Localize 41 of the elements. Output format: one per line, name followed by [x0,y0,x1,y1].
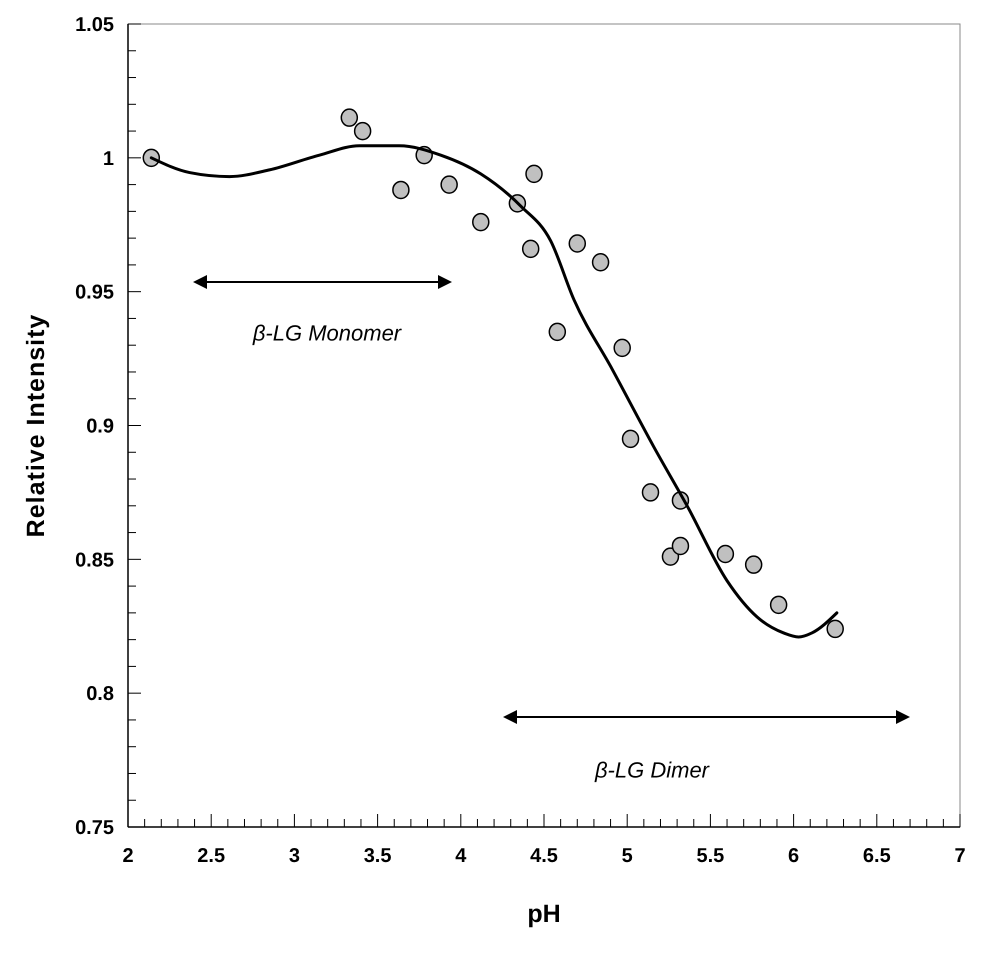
annotation: β-LG Dimer [594,758,711,783]
y-tick-label: 0.9 [86,416,114,438]
y-tick-label: 0.85 [75,549,114,572]
point [826,620,844,638]
x-tick-label: 6 [788,845,800,867]
x-tick-label: 6.5 [862,845,891,867]
point [622,430,640,448]
point [672,536,690,556]
point [440,175,458,194]
x-tick-label: 7 [954,845,966,867]
point [548,322,566,342]
x-tick-label: 3 [288,845,300,867]
point [592,252,610,272]
x-axis-title: pH [527,900,561,928]
point [522,240,540,258]
point [354,122,372,140]
y-tick-label: 1.05 [75,14,114,36]
point [340,108,358,127]
point [662,547,680,566]
y-tick-label: 0.75 [75,817,114,839]
point [392,180,410,200]
x-tick-label: 3.5 [364,845,392,867]
point [472,212,490,232]
x-tick-label: 4 [455,845,468,867]
point [770,596,788,614]
x-tick-label: 2 [122,845,134,867]
point [613,338,631,358]
annotation: β-LG Monomer [252,320,403,346]
x-tick-label: 4.5 [530,845,558,867]
y-tick-label: 1 [102,148,114,170]
x-tick-label: 2.5 [197,845,226,867]
point [716,544,734,564]
point [744,555,762,574]
point [642,483,660,502]
point [568,234,586,253]
y-axis-title: Relative Intensity [22,314,50,538]
y-tick-label: 0.8 [86,683,114,706]
point [525,164,543,184]
y-tick-label: 0.95 [75,282,114,304]
x-tick-label: 5.5 [696,845,724,867]
x-tick-label: 5 [622,845,633,867]
